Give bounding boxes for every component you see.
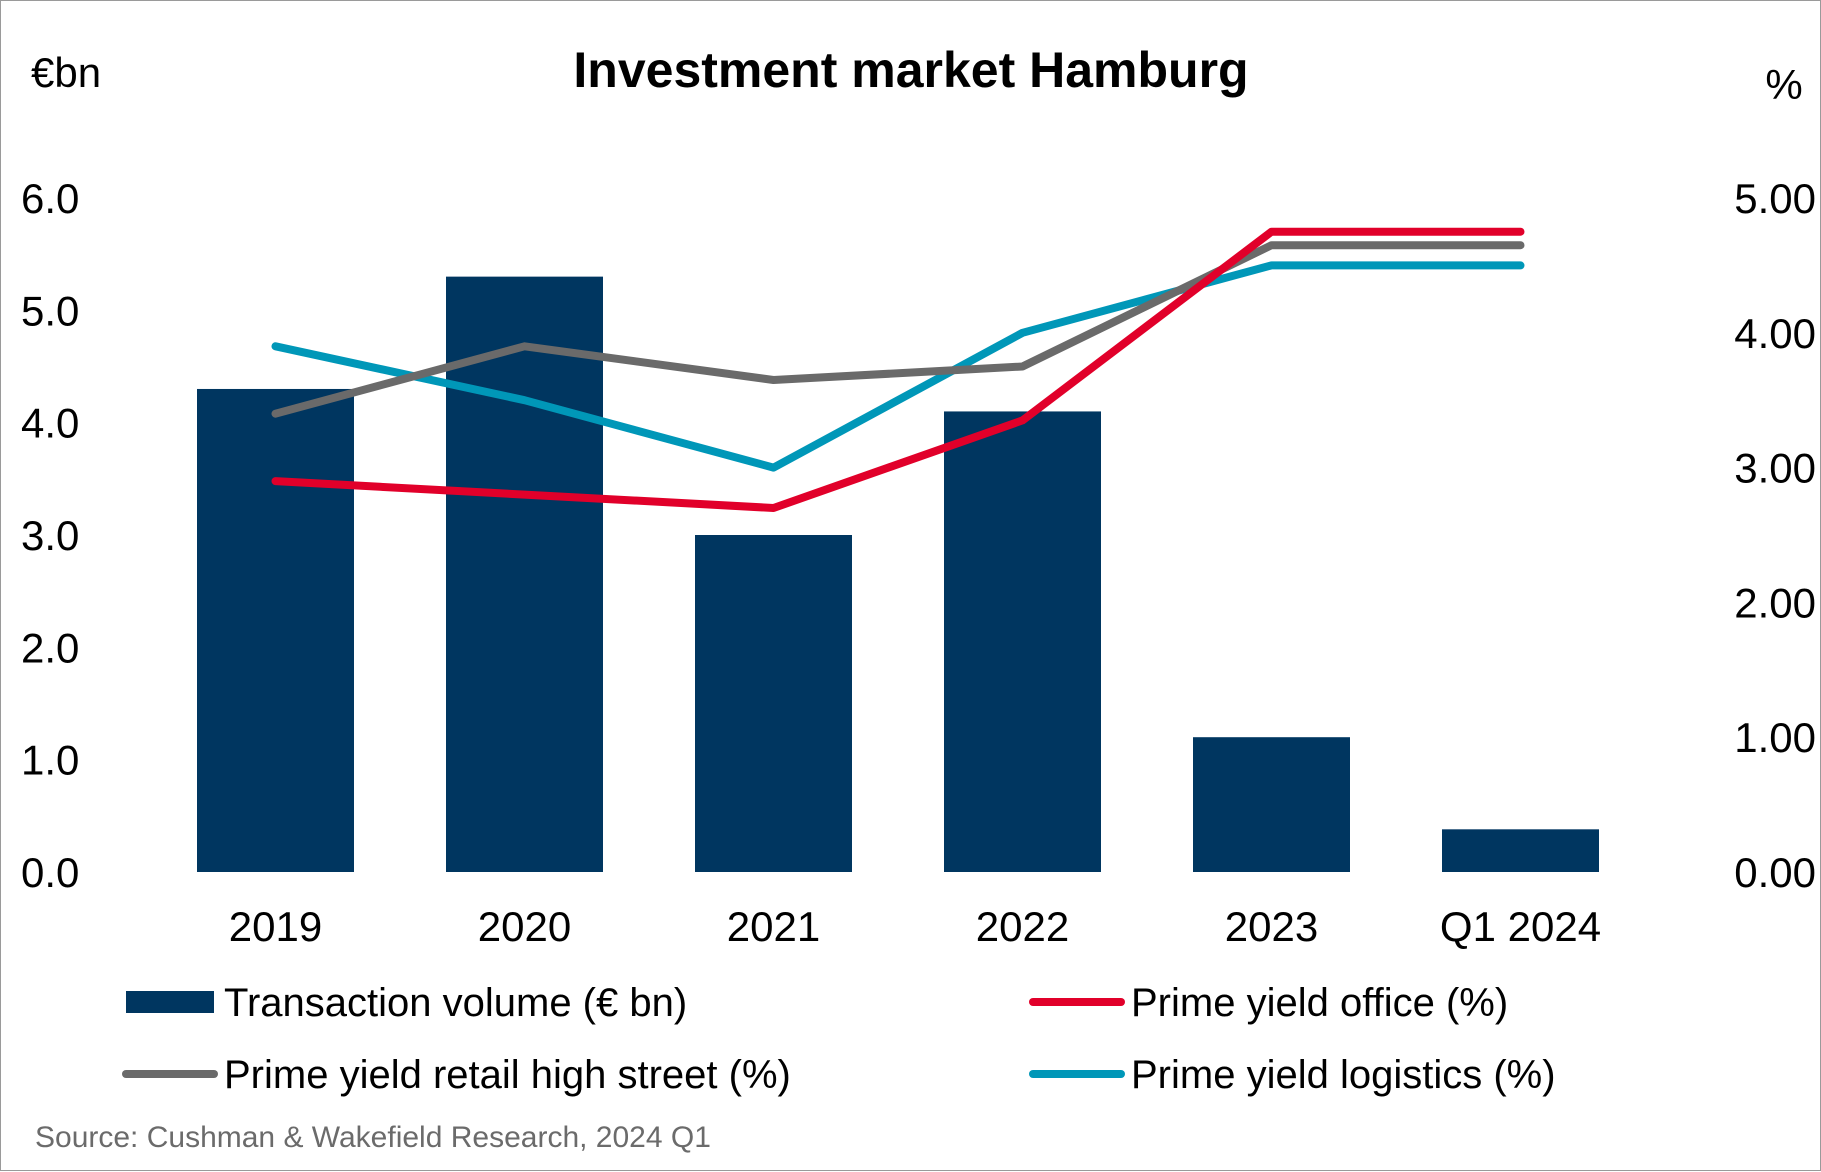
legend: Transaction volume (€ bn) Prime yield of… [122, 981, 1556, 1097]
right-tick-label: 1.00 [1734, 714, 1816, 761]
line-series [271, 227, 1525, 512]
x-tick-label: 2022 [976, 903, 1069, 950]
legend-label-office: Prime yield office (%) [1131, 981, 1508, 1025]
left-tick-label: 2.0 [21, 624, 79, 671]
bar-2020 [446, 276, 603, 873]
right-axis-ticks: 0.00 1.00 2.00 3.00 4.00 5.00 [1734, 175, 1816, 896]
bar-2021 [695, 535, 852, 872]
x-tick-label: 2020 [478, 903, 571, 950]
legend-swatch-bars [126, 991, 214, 1013]
legend-label-logistics: Prime yield logistics (%) [1131, 1053, 1556, 1097]
x-tick-label: 2019 [229, 903, 322, 950]
right-tick-label: 5.00 [1734, 175, 1816, 222]
chart-title: Investment market Hamburg [573, 42, 1248, 98]
right-tick-label: 3.00 [1734, 445, 1816, 492]
right-tick-label: 0.00 [1734, 849, 1816, 896]
bar-series [197, 276, 1599, 873]
left-tick-label: 6.0 [21, 175, 79, 222]
source-note: Source: Cushman & Wakefield Research, 20… [35, 1121, 711, 1154]
bar-2019 [197, 388, 354, 872]
line-prime-yield-retail [271, 241, 1525, 418]
x-tick-label: Q1 2024 [1440, 903, 1601, 950]
left-tick-label: 5.0 [21, 287, 79, 334]
bar-q1-2024 [1442, 829, 1599, 872]
left-tick-label: 1.0 [21, 737, 79, 784]
left-tick-label: 3.0 [21, 512, 79, 559]
left-axis-ticks: 0.0 1.0 2.0 3.0 4.0 5.0 6.0 [21, 175, 79, 896]
left-tick-label: 0.0 [21, 849, 79, 896]
line-prime-yield-office [271, 227, 1525, 512]
right-axis-unit: % [1765, 61, 1802, 108]
x-axis-labels: 2019 2020 2021 2022 2023 Q1 2024 [229, 903, 1601, 950]
left-tick-label: 4.0 [21, 400, 79, 447]
left-axis-unit: €bn [31, 49, 101, 96]
bar-2023 [1193, 737, 1350, 872]
legend-label-bars: Transaction volume (€ bn) [224, 981, 687, 1025]
right-tick-label: 4.00 [1734, 310, 1816, 357]
right-tick-label: 2.00 [1734, 579, 1816, 626]
line-prime-yield-logistics [271, 261, 1525, 472]
x-tick-label: 2023 [1225, 903, 1318, 950]
x-tick-label: 2021 [727, 903, 820, 950]
legend-label-retail: Prime yield retail high street (%) [224, 1053, 791, 1097]
bar-2022 [944, 411, 1101, 872]
